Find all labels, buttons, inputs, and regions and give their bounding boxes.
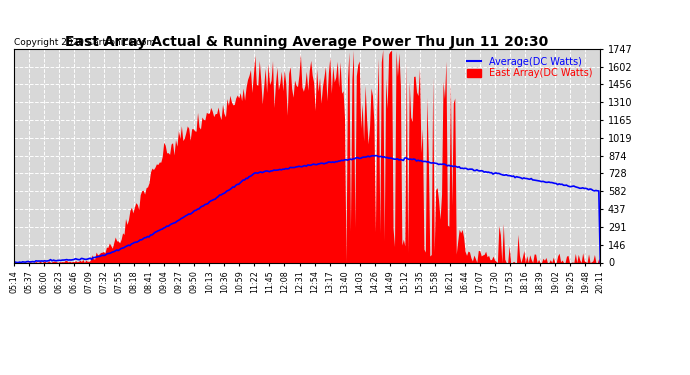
Title: East Array Actual & Running Average Power Thu Jun 11 20:30: East Array Actual & Running Average Powe… [66, 35, 549, 49]
Text: Copyright 2020 Cartronics.com: Copyright 2020 Cartronics.com [14, 38, 155, 46]
Legend: Average(DC Watts), East Array(DC Watts): Average(DC Watts), East Array(DC Watts) [464, 54, 595, 81]
